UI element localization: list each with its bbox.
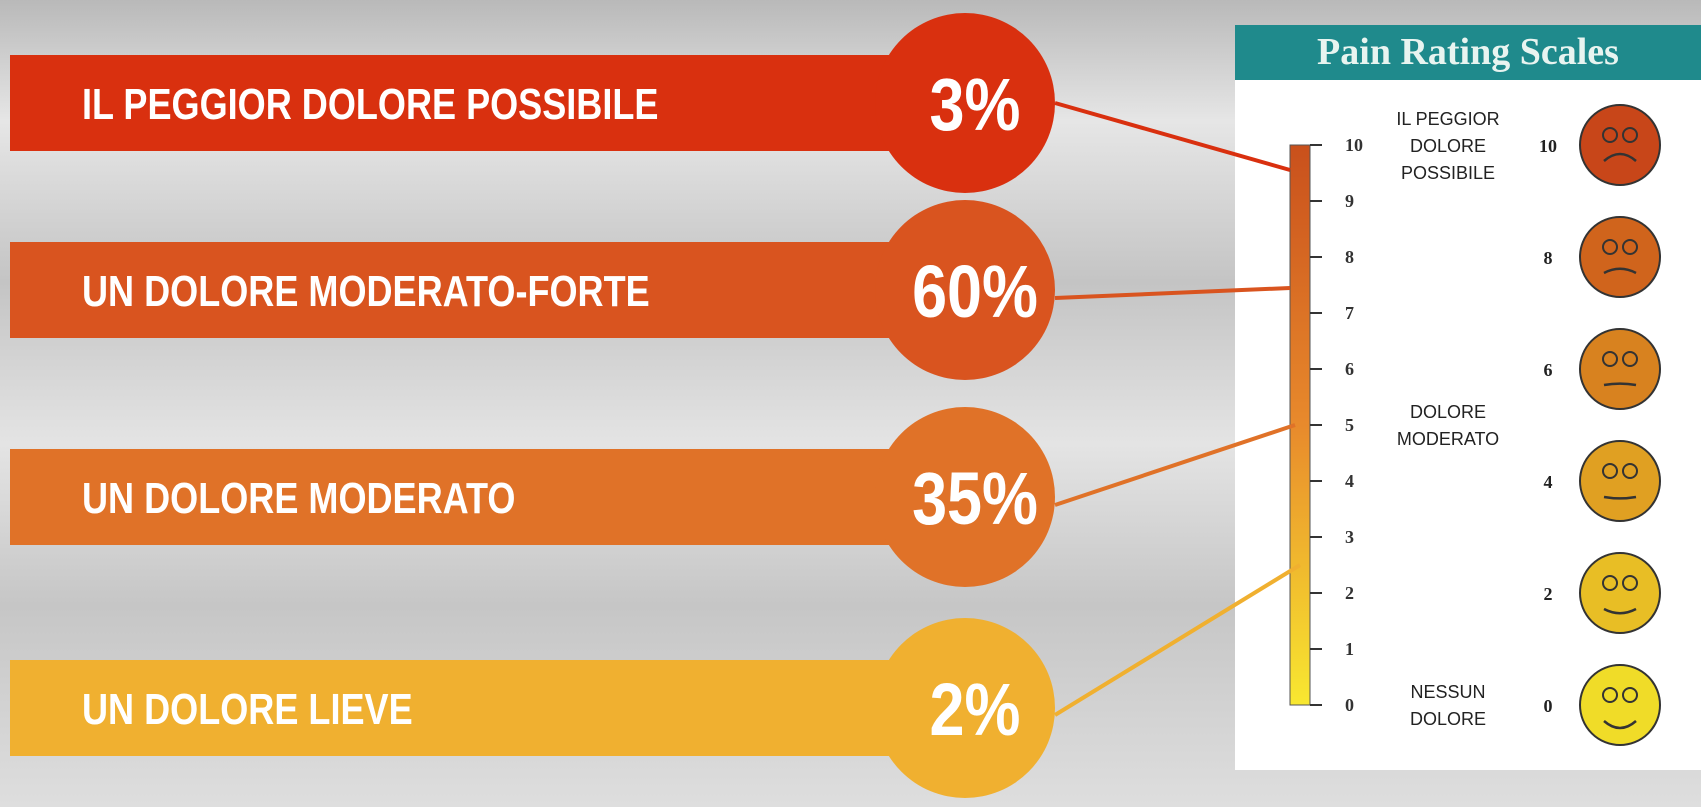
scale-annotation: DOLORE bbox=[1410, 709, 1486, 729]
face bbox=[1579, 328, 1661, 410]
scale-tick-label: 2 bbox=[1345, 583, 1354, 603]
face-eye bbox=[1622, 575, 1638, 591]
face-eye bbox=[1622, 351, 1638, 367]
row-bar bbox=[10, 660, 890, 756]
scale-annotation: DOLORE bbox=[1410, 136, 1486, 156]
face bbox=[1579, 552, 1661, 634]
scale-tick-label: 3 bbox=[1345, 527, 1354, 547]
scale-tick-label: 8 bbox=[1345, 247, 1354, 267]
percent-circle bbox=[875, 13, 1055, 193]
face-eye bbox=[1622, 687, 1638, 703]
face-eye bbox=[1602, 127, 1618, 143]
scale-tick-label: 10 bbox=[1345, 135, 1363, 155]
scale-tick-label: 5 bbox=[1345, 415, 1354, 435]
connectors bbox=[1053, 101, 1302, 717]
face bbox=[1579, 216, 1661, 298]
face-eye bbox=[1602, 687, 1618, 703]
face-eye bbox=[1622, 239, 1638, 255]
scale-annotation: IL PEGGIOR bbox=[1396, 109, 1499, 129]
scale-tick-label: 4 bbox=[1345, 471, 1354, 491]
percent-circle bbox=[875, 200, 1055, 380]
row-percent: 35% bbox=[912, 457, 1038, 540]
face-eye bbox=[1602, 351, 1618, 367]
face-eye bbox=[1602, 575, 1618, 591]
face-mouth bbox=[1603, 267, 1637, 275]
scale-tick-label: 7 bbox=[1345, 303, 1354, 323]
percent-circle bbox=[875, 407, 1055, 587]
face-mouth bbox=[1603, 495, 1637, 500]
row-label: UN DOLORE MODERATO bbox=[82, 474, 515, 523]
scale-tick-label: 1 bbox=[1345, 639, 1354, 659]
face-mouth bbox=[1603, 152, 1637, 162]
connector bbox=[1053, 563, 1302, 717]
row-label: IL PEGGIOR DOLORE POSSIBILE bbox=[82, 80, 658, 129]
row-label: UN DOLORE LIEVE bbox=[82, 685, 413, 734]
connector bbox=[1054, 423, 1296, 507]
scale-title: Pain Rating Scales bbox=[1317, 31, 1619, 73]
row-percent: 3% bbox=[930, 63, 1021, 146]
face-label: 0 bbox=[1544, 696, 1553, 716]
face-label: 10 bbox=[1539, 136, 1557, 156]
row-percent: 2% bbox=[930, 668, 1021, 751]
row-bar bbox=[10, 449, 890, 545]
row-bar bbox=[10, 55, 890, 151]
face-label: 6 bbox=[1544, 360, 1553, 380]
percent-circle bbox=[875, 618, 1055, 798]
face-label: 8 bbox=[1544, 248, 1553, 268]
face-eye bbox=[1602, 239, 1618, 255]
face bbox=[1579, 664, 1661, 746]
scale-tick-label: 0 bbox=[1345, 695, 1354, 715]
row-percent: 60% bbox=[912, 250, 1038, 333]
face-eye bbox=[1622, 127, 1638, 143]
face-mouth bbox=[1603, 720, 1637, 730]
face bbox=[1579, 104, 1661, 186]
connector bbox=[1054, 286, 1291, 300]
connector bbox=[1054, 101, 1291, 172]
scale-annotation: MODERATO bbox=[1397, 429, 1499, 449]
face-mouth bbox=[1603, 382, 1637, 387]
face-eye bbox=[1602, 463, 1618, 479]
face-mouth bbox=[1603, 607, 1637, 615]
face bbox=[1579, 440, 1661, 522]
scale-tick-label: 9 bbox=[1345, 191, 1354, 211]
row-bar bbox=[10, 242, 890, 338]
face-label: 2 bbox=[1544, 584, 1553, 604]
scale-annotation: NESSUN bbox=[1410, 682, 1485, 702]
row-label: UN DOLORE MODERATO-FORTE bbox=[82, 267, 650, 316]
scale-annotation: POSSIBILE bbox=[1401, 163, 1495, 183]
face-eye bbox=[1622, 463, 1638, 479]
scale-annotation: DOLORE bbox=[1410, 402, 1486, 422]
scale-header bbox=[1235, 25, 1701, 80]
face-label: 4 bbox=[1544, 472, 1553, 492]
scale-tick-label: 6 bbox=[1345, 359, 1354, 379]
